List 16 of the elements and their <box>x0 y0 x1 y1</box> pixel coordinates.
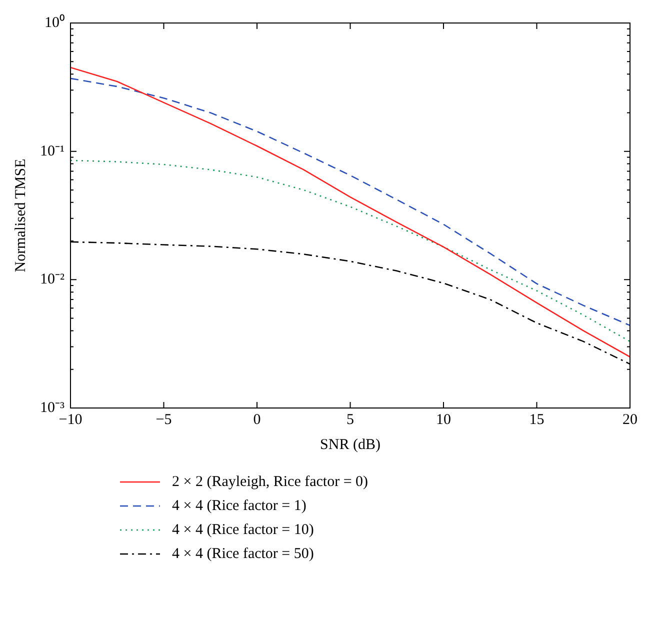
y-tick-label: 10⁻² <box>40 272 65 288</box>
x-axis-title: SNR (dB) <box>320 436 380 453</box>
y-axis-title: Normalised TMSE <box>12 158 29 272</box>
y-tick-label: 10⁻¹ <box>40 143 64 160</box>
legend-label: 4 × 4 (Rice factor = 50) <box>172 546 314 562</box>
line-series <box>70 160 630 342</box>
x-tick-label: 15 <box>529 412 544 428</box>
legend-label: 4 × 4 (Rice factor = 1) <box>172 498 306 514</box>
x-tick-label: 20 <box>622 412 638 428</box>
x-tick-label: 10 <box>436 412 451 428</box>
x-tick-label: 5 <box>346 412 354 428</box>
legend-label: 4 × 4 (Rice factor = 10) <box>172 522 314 538</box>
y-tick-label: 10⁰ <box>44 14 64 31</box>
legend-label: 2 × 2 (Rayleigh, Rice factor = 0) <box>172 474 368 490</box>
x-tick-label: 0 <box>253 412 261 428</box>
x-tick-label: −5 <box>156 412 172 428</box>
